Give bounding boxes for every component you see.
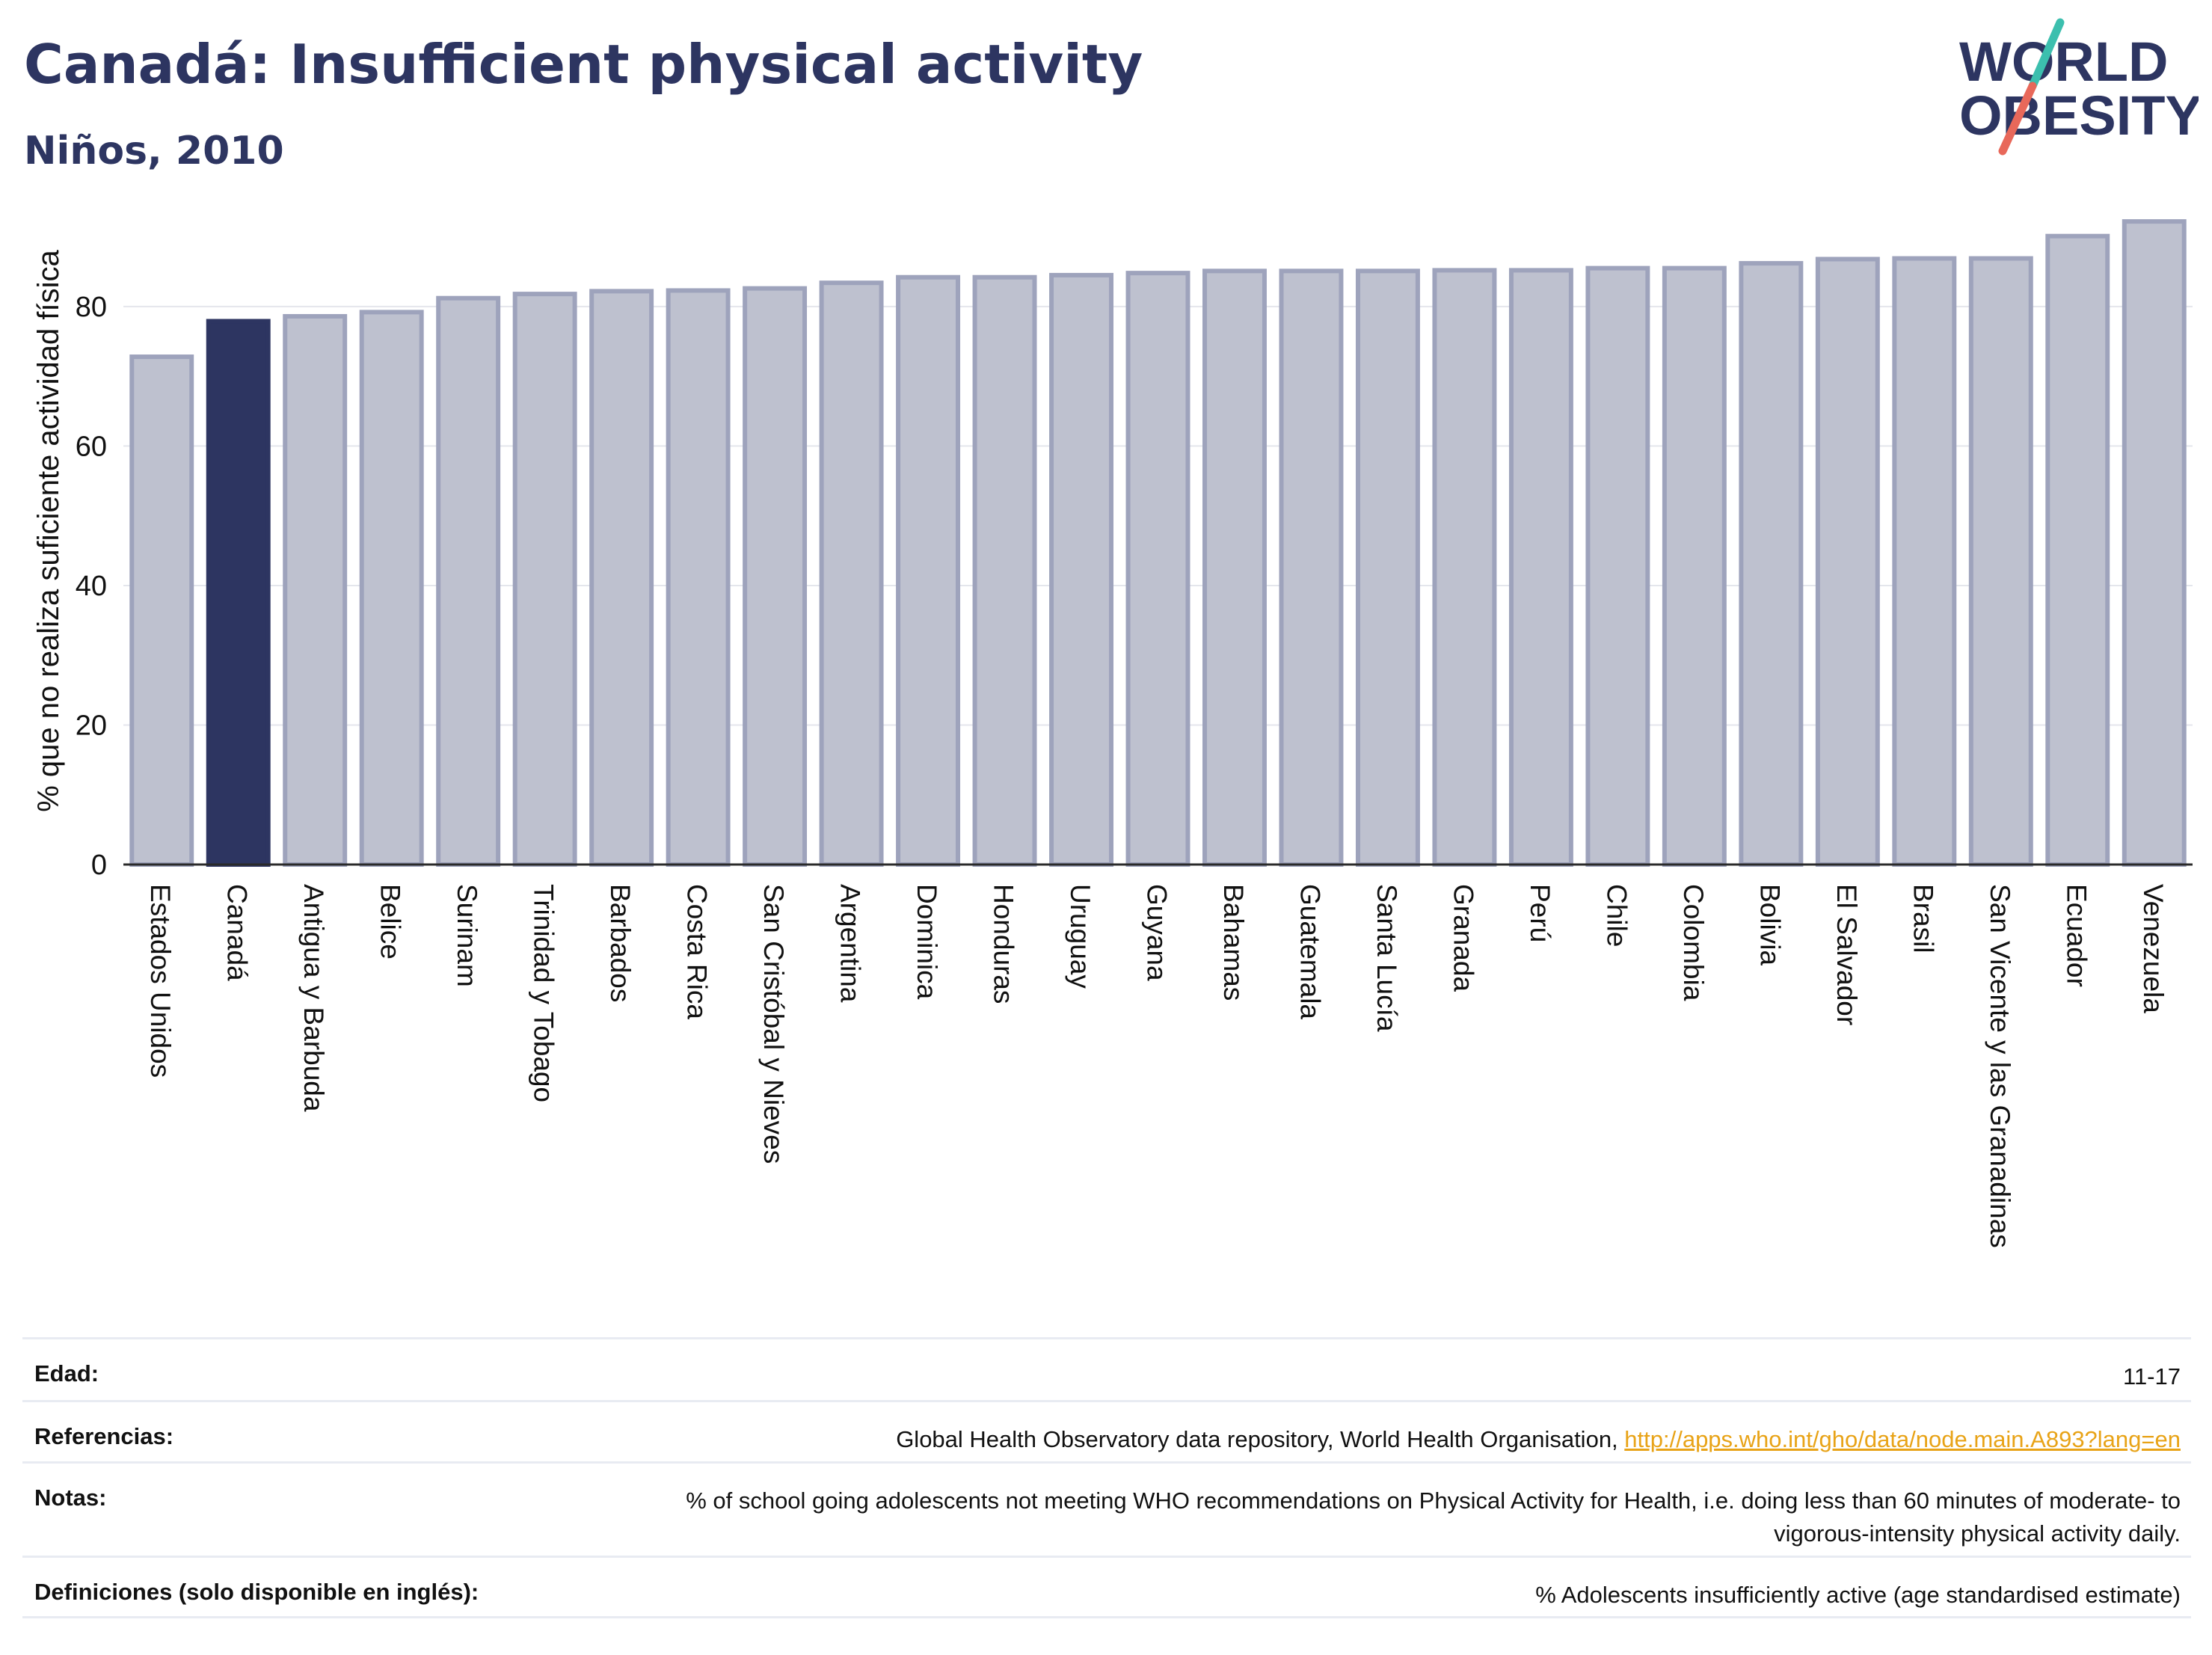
x-tick-label: Guyana — [1142, 884, 1173, 981]
bar — [666, 288, 731, 867]
bar — [436, 295, 501, 867]
y-tick-label: 60 — [76, 431, 107, 462]
y-tick-label: 0 — [91, 850, 107, 881]
footer-row-definitions: Definiciones (solo disponible en inglés)… — [22, 1556, 2191, 1618]
bar-chart: 0 20 40 60 80 Estados Unidos Canadá Antigua y … — [32, 219, 2193, 1248]
bar — [1049, 272, 1113, 867]
logo-word-world: WORLD — [1959, 31, 2169, 93]
bar — [1585, 265, 1650, 868]
bar — [1508, 268, 1573, 867]
bar — [1662, 265, 1727, 868]
bar — [972, 274, 1037, 868]
bar — [1739, 261, 1804, 867]
x-tick-label: Venezuela — [2138, 884, 2169, 1013]
logo-word-obesity: OBESITY — [1959, 85, 2199, 147]
logo-slash-red — [1998, 82, 2037, 156]
bar — [1355, 268, 1420, 868]
bar-layer — [123, 219, 2193, 868]
bar — [512, 292, 577, 867]
footer-row-notes: Notas: % of school going adolescents not… — [22, 1461, 2191, 1556]
y-axis-label: % que no realiza suficiente actividad fí… — [32, 249, 65, 811]
logo-slash-teal — [2028, 18, 2065, 90]
x-tick-label: Belice — [375, 884, 406, 959]
x-tick-label: Santa Lucía — [1371, 884, 1402, 1032]
bar — [1202, 268, 1267, 868]
bar — [1279, 268, 1344, 868]
x-tick-label: Barbados — [605, 884, 636, 1002]
x-tick-label: Uruguay — [1065, 884, 1096, 989]
bar — [359, 310, 424, 868]
bar — [1892, 256, 1957, 867]
bar — [819, 280, 884, 868]
notes-label: Notas: — [34, 1484, 107, 1511]
x-tick-label: Bolivia — [1754, 884, 1785, 965]
page-subtitle: Niños, 2010 — [24, 129, 284, 174]
bar — [1968, 256, 2033, 867]
x-tick-label: Antigua y Barbuda — [298, 884, 329, 1112]
age-label: Edad: — [34, 1360, 99, 1387]
x-tick-label: Argentina — [835, 884, 866, 1003]
x-tick-label: Granada — [1448, 884, 1478, 992]
references-label: Referencias: — [34, 1423, 174, 1449]
x-tick-label: Trinidad y Tobago — [529, 884, 559, 1102]
bar — [1432, 268, 1497, 867]
world-obesity-logo: WORLD OBESITY — [1959, 18, 2199, 156]
bar — [589, 289, 654, 867]
x-tick-label: Canadá — [222, 884, 253, 981]
x-tick-label: Surinam — [452, 884, 482, 987]
x-tick-label: Dominica — [912, 884, 942, 1000]
age-value: 11-17 — [2123, 1363, 2181, 1390]
x-tick-label: Honduras — [989, 884, 1019, 1004]
x-tick-label: Chile — [1601, 884, 1632, 947]
bar — [2045, 233, 2110, 867]
x-tick-layer: Estados Unidos Canadá Antigua y Barbuda Bel… — [145, 884, 2169, 1248]
x-tick-label: El Salvador — [1831, 884, 1862, 1025]
references-link[interactable]: http://apps.who.int/gho/data/node.main.A… — [1624, 1426, 2181, 1452]
definitions-label: Definiciones (solo disponible en inglés)… — [34, 1579, 479, 1605]
y-tick-layer: 0 20 40 60 80 — [76, 292, 107, 881]
x-tick-label: Brasil — [1908, 884, 1938, 954]
chart-metadata-table: Edad: 11-17 Referencias: Global Health O… — [22, 1337, 2191, 1618]
x-tick-label: Colombia — [1678, 884, 1709, 1001]
x-tick-label: Estados Unidos — [145, 884, 176, 1078]
bar — [743, 286, 808, 867]
bar — [2122, 219, 2187, 867]
bar — [896, 274, 961, 868]
x-tick-label: Costa Rica — [682, 884, 713, 1019]
y-tick-label: 80 — [76, 292, 107, 323]
x-tick-label: San Vicente y las Granadinas — [1985, 884, 2015, 1248]
footer-row-age: Edad: 11-17 — [22, 1337, 2191, 1400]
references-value: Global Health Observatory data repositor… — [896, 1426, 1625, 1452]
bar — [129, 354, 194, 868]
bar — [1815, 257, 1880, 868]
x-tick-label: Ecuador — [2061, 884, 2092, 987]
definitions-value: % Adolescents insufficiently active (age… — [1535, 1582, 2181, 1608]
y-tick-label: 40 — [76, 571, 107, 602]
x-tick-label: San Cristóbal y Nieves — [758, 884, 789, 1164]
page-title: Canadá: Insufficient physical activity — [24, 33, 1143, 96]
x-tick-label: Bahamas — [1218, 884, 1249, 1001]
bar — [1125, 271, 1191, 867]
footer-row-references: Referencias: Global Health Observatory d… — [22, 1400, 2191, 1461]
y-tick-label: 20 — [76, 710, 107, 741]
notes-value: % of school going adolescents not meetin… — [686, 1487, 2181, 1547]
x-tick-label: Guatemala — [1294, 884, 1325, 1019]
x-tick-label: Perú — [1525, 884, 1555, 942]
bar — [283, 313, 348, 867]
bar — [206, 319, 271, 868]
